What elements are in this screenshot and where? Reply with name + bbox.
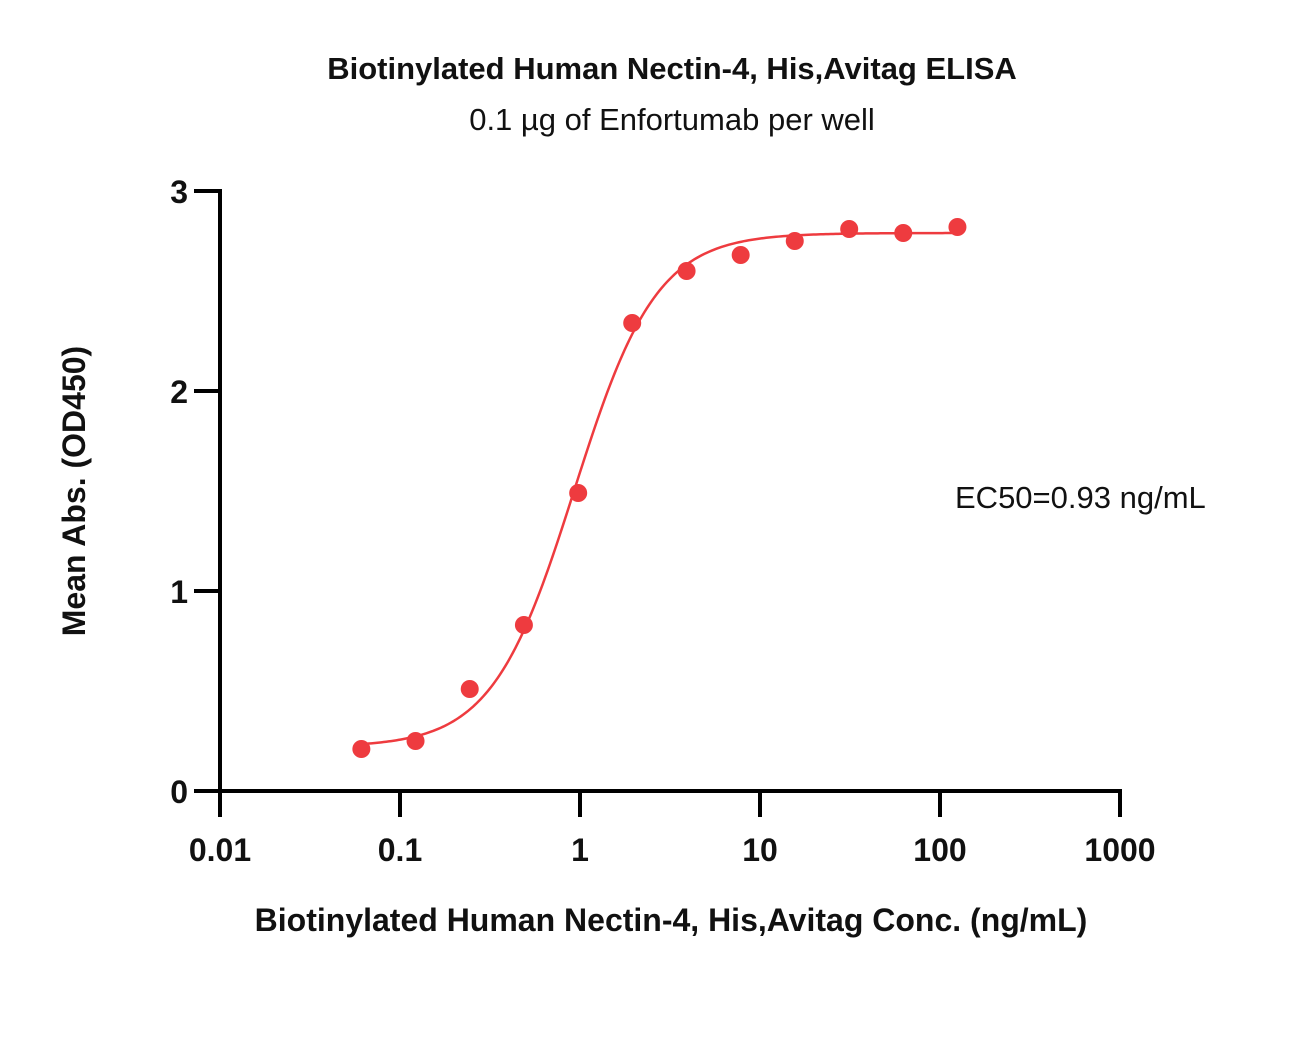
x-tick-label: 0.01 — [189, 832, 251, 868]
y-tick-label: 3 — [170, 174, 188, 210]
ec50-annotation: EC50=0.93 ng/mL — [955, 480, 1206, 515]
chart-subtitle: 0.1 µg of Enfortumab per well — [469, 102, 875, 137]
y-ticks: 0 1 2 3 — [170, 174, 220, 810]
x-axis-label: Biotinylated Human Nectin-4, His,Avitag … — [255, 902, 1088, 938]
fit-curve — [361, 231, 958, 746]
y-tick-label: 0 — [170, 774, 188, 810]
x-tick-label: 100 — [913, 832, 966, 868]
x-tick-label: 10 — [742, 832, 778, 868]
data-point — [731, 246, 750, 264]
data-point — [514, 616, 533, 634]
x-tick-label: 0.1 — [378, 832, 422, 868]
data-points — [352, 218, 967, 758]
x-tick-label: 1 — [571, 832, 589, 868]
data-point — [460, 680, 479, 698]
data-point — [569, 484, 588, 502]
data-point — [948, 218, 967, 236]
data-point — [785, 232, 804, 250]
y-tick-label: 1 — [170, 574, 188, 610]
x-ticks: 0.01 0.1 1 10 100 1000 — [189, 791, 1156, 868]
x-tick-label: 1000 — [1084, 832, 1155, 868]
data-point — [677, 262, 696, 280]
axes — [218, 189, 1122, 793]
data-point — [894, 224, 913, 242]
data-point — [352, 740, 371, 758]
y-axis-label: Mean Abs. (OD450) — [56, 346, 92, 636]
data-point — [623, 314, 642, 332]
chart-title: Biotinylated Human Nectin-4, His,Avitag … — [327, 51, 1017, 86]
data-point — [840, 220, 859, 238]
y-tick-label: 2 — [170, 374, 188, 410]
data-point — [406, 732, 425, 750]
